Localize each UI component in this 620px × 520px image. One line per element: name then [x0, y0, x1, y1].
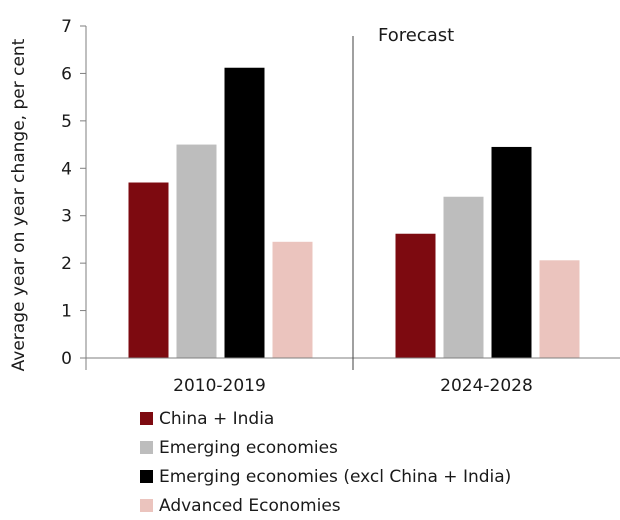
y-tick-label: 2: [61, 254, 72, 274]
y-tick-label: 1: [61, 302, 72, 322]
legend-label: Emerging economies: [159, 437, 338, 458]
forecast-annotation: Forecast: [378, 25, 454, 46]
legend-item-advanced-economies: Advanced Economies: [140, 491, 511, 520]
bar-chart: 0 1 2 3 4 5 6 7 2010-2019 2024-2028 Forecast Ave…: [9, 17, 620, 396]
y-tick-label: 7: [61, 17, 72, 37]
legend-label: China + India: [159, 408, 275, 429]
y-tick-label: 5: [61, 112, 72, 132]
bar: [176, 144, 217, 358]
legend-item-emerging-excl: Emerging economies (excl China + India): [140, 462, 511, 491]
y-tick-label: 6: [61, 64, 72, 84]
legend-item-china-india: China + India: [140, 404, 511, 433]
legend-item-emerging-economies: Emerging economies: [140, 433, 511, 462]
bar: [395, 233, 436, 358]
bar: [128, 182, 169, 358]
legend-swatch: [140, 441, 153, 454]
x-axis: 2010-2019 2024-2028: [85, 36, 620, 396]
bar: [443, 196, 484, 358]
legend-swatch: [140, 412, 153, 425]
y-tick-label: 3: [61, 207, 72, 227]
bars: [128, 67, 580, 358]
legend-swatch: [140, 499, 153, 512]
y-tick-label: 0: [61, 349, 72, 369]
bar: [272, 241, 313, 358]
bar: [491, 146, 532, 358]
legend-swatch: [140, 470, 153, 483]
bar: [224, 67, 265, 358]
y-tick-label: 4: [61, 159, 72, 179]
legend-label: Emerging economies (excl China + India): [159, 466, 512, 487]
x-tick-label: 2024-2028: [440, 376, 533, 396]
legend-label: Advanced Economies: [159, 495, 341, 516]
y-axis: 0 1 2 3 4 5 6 7: [61, 17, 87, 369]
legend: China + India Emerging economies Emergin…: [140, 404, 511, 520]
x-tick-label: 2010-2019: [173, 376, 266, 396]
y-axis-title: Average year on year change, per cent: [9, 38, 29, 371]
bar: [539, 260, 580, 358]
